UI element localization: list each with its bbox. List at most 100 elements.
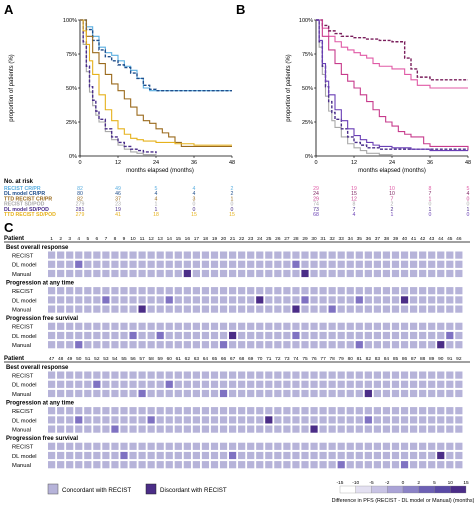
row-label: RECIST <box>12 289 34 295</box>
cell <box>165 341 173 349</box>
cell <box>219 425 228 433</box>
cell <box>183 331 191 340</box>
cell <box>319 305 327 313</box>
x-tick-label: 0 <box>78 160 81 166</box>
cell <box>283 287 291 295</box>
risk-value: 29 <box>313 186 319 192</box>
cell <box>111 287 119 295</box>
cell <box>102 442 110 450</box>
patient-number: 39 <box>393 236 399 242</box>
cell <box>437 461 445 469</box>
cell <box>229 389 237 398</box>
cell <box>66 305 74 313</box>
y-tick-label: 0% <box>305 154 313 160</box>
scale-swatch <box>418 485 435 494</box>
cell <box>337 371 345 379</box>
patient-number: 45 <box>447 236 453 242</box>
patient-number: 23 <box>248 236 254 242</box>
patient-number: 40 <box>402 236 408 242</box>
cell <box>156 331 164 340</box>
cell <box>419 331 427 340</box>
risk-value: 82 <box>77 196 83 202</box>
section-title: Progression at any time <box>6 401 75 407</box>
cell <box>111 371 119 379</box>
cell <box>48 260 56 268</box>
risk-row-label: TTD RECIST CR/PR <box>4 196 52 202</box>
cell <box>129 251 137 259</box>
cell <box>129 380 137 388</box>
cell <box>410 451 418 460</box>
cell <box>138 305 146 313</box>
cell <box>364 305 372 313</box>
cell <box>274 371 282 379</box>
cell <box>446 416 454 424</box>
cell <box>201 287 210 295</box>
legend-concordant-label: Concordant with RECIST <box>62 487 131 494</box>
cell <box>400 331 409 340</box>
cell <box>382 425 391 433</box>
cell <box>75 331 83 340</box>
scale-swatch <box>450 485 467 494</box>
cell <box>219 296 228 304</box>
cell <box>274 380 282 388</box>
cell <box>84 407 92 415</box>
cell <box>138 331 146 340</box>
legend-discordant-label: Discordant with RECIST <box>160 487 227 494</box>
cell <box>111 451 119 460</box>
cell <box>84 296 92 304</box>
cell <box>292 341 300 349</box>
cell <box>210 305 219 313</box>
cell <box>229 425 237 433</box>
cell <box>265 407 273 415</box>
cell <box>382 269 391 278</box>
cell <box>373 407 381 415</box>
cell <box>446 269 454 278</box>
scale-tick-label: 5 <box>433 480 436 486</box>
cell <box>183 341 191 349</box>
cell <box>428 341 436 349</box>
km-curve <box>316 19 469 151</box>
y-tick-label: 25% <box>302 120 313 126</box>
cell <box>120 451 128 460</box>
risk-value: 15 <box>191 212 197 218</box>
risk-value: 0 <box>193 207 196 213</box>
cell <box>111 389 119 398</box>
cell <box>111 461 119 469</box>
cell <box>192 331 200 340</box>
cell <box>292 251 300 259</box>
cell <box>84 322 92 330</box>
cell <box>66 322 74 330</box>
y-tick-label: 100% <box>63 18 77 24</box>
cell <box>410 380 418 388</box>
cell <box>219 407 228 415</box>
cell <box>265 269 273 278</box>
cell <box>364 425 372 433</box>
cell <box>400 425 409 433</box>
patient-number: 44 <box>438 236 444 242</box>
cell <box>364 341 372 349</box>
cell <box>274 331 282 340</box>
cell <box>129 451 137 460</box>
cell <box>229 380 237 388</box>
cell <box>165 442 173 450</box>
patient-number: 24 <box>257 236 263 242</box>
cell <box>210 407 219 415</box>
cell <box>201 461 210 469</box>
cell <box>301 442 309 450</box>
cell <box>138 371 146 379</box>
scale-tick-label: -10 <box>352 480 359 486</box>
panel-a-risk-table: RECIST CR/PR 82 49 5 4 2DL model CR/PR 80 46 4 4 2… <box>4 186 235 218</box>
cell <box>165 380 173 388</box>
cell <box>346 425 354 433</box>
cell <box>138 269 146 278</box>
cell <box>283 461 291 469</box>
panel-c-letter: C <box>4 220 14 235</box>
cell <box>265 442 273 450</box>
risk-value: 0 <box>429 202 432 208</box>
cell <box>238 341 246 349</box>
cell <box>373 287 381 295</box>
cell <box>48 461 56 469</box>
row-label: Manual <box>12 428 31 434</box>
cell <box>346 260 354 268</box>
row-label: DL model <box>12 454 37 460</box>
